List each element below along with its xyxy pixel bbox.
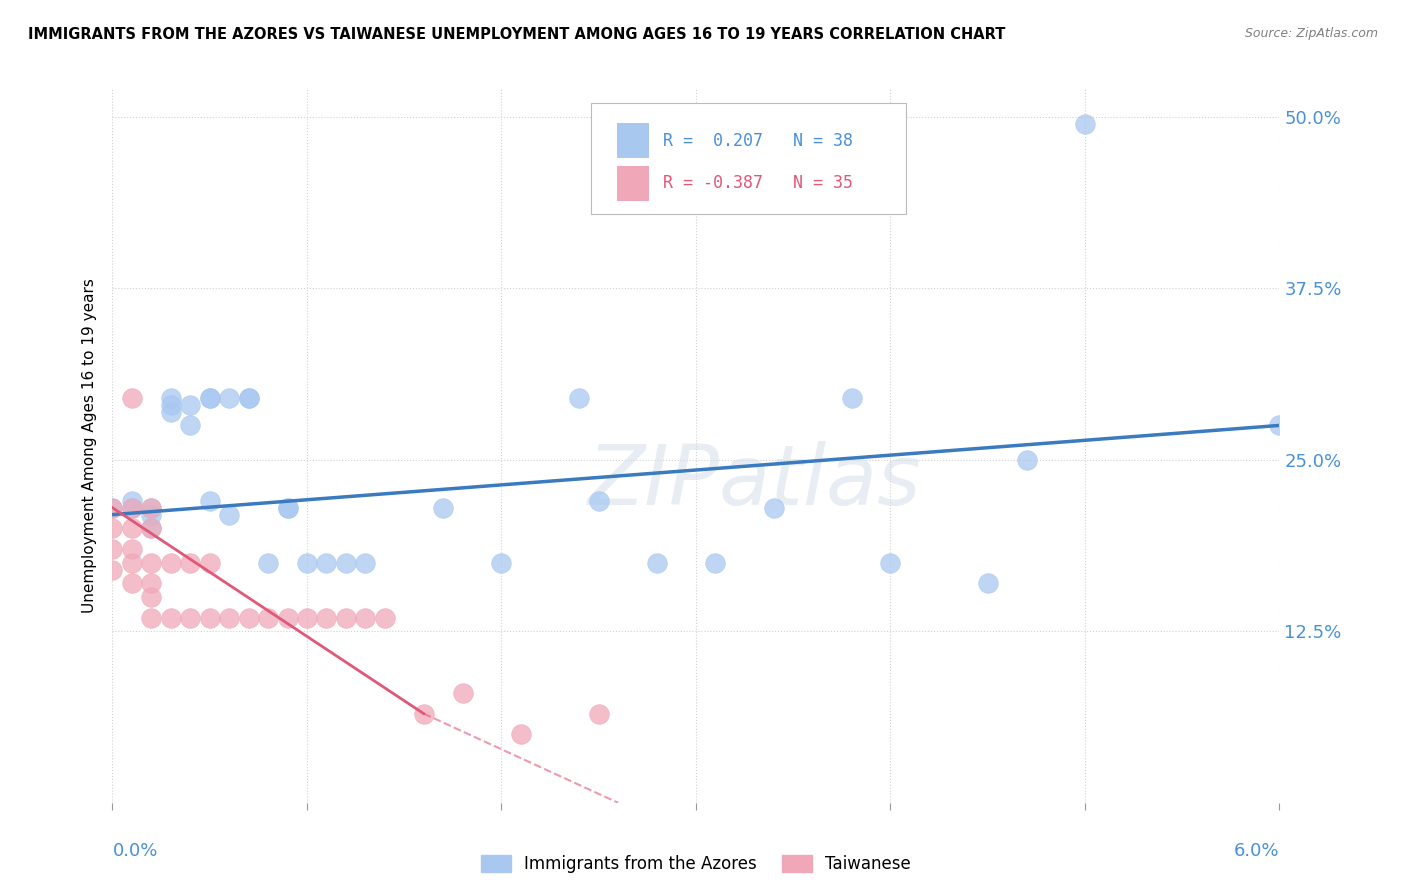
Text: Source: ZipAtlas.com: Source: ZipAtlas.com — [1244, 27, 1378, 40]
Point — [179, 610, 201, 624]
Legend: Immigrants from the Azores, Taiwanese: Immigrants from the Azores, Taiwanese — [474, 848, 918, 880]
Point — [218, 508, 240, 522]
Point — [121, 521, 143, 535]
Text: R = -0.387   N = 35: R = -0.387 N = 35 — [664, 175, 853, 193]
Point — [568, 391, 591, 405]
Point — [238, 391, 260, 405]
Point — [762, 500, 785, 515]
Point — [141, 521, 163, 535]
Point — [509, 727, 531, 741]
Point — [160, 610, 183, 624]
Point — [141, 590, 163, 604]
Point — [295, 610, 318, 624]
Point — [121, 391, 143, 405]
Point — [354, 556, 377, 570]
Point — [141, 508, 163, 522]
Point — [160, 398, 183, 412]
Point — [198, 391, 221, 405]
Text: 0.0%: 0.0% — [112, 842, 157, 860]
Point — [101, 521, 124, 535]
Point — [121, 541, 143, 556]
Point — [1015, 452, 1038, 467]
Point — [141, 500, 163, 515]
Point — [335, 610, 357, 624]
Point — [238, 610, 260, 624]
Point — [198, 556, 221, 570]
Point — [354, 610, 377, 624]
Point — [101, 562, 124, 576]
Point — [412, 706, 434, 721]
Point — [198, 494, 221, 508]
Point — [121, 500, 143, 515]
Point — [588, 706, 610, 721]
Point — [198, 610, 221, 624]
Point — [101, 541, 124, 556]
Point — [257, 610, 280, 624]
Point — [121, 500, 143, 515]
Point — [160, 391, 183, 405]
Point — [218, 391, 240, 405]
Point — [257, 556, 280, 570]
Point — [141, 521, 163, 535]
Point — [841, 391, 863, 405]
Point — [374, 610, 396, 624]
Text: ZIPatlas: ZIPatlas — [588, 442, 921, 522]
Point — [451, 686, 474, 700]
Point — [491, 556, 513, 570]
Point — [1268, 418, 1291, 433]
Point — [198, 391, 221, 405]
Y-axis label: Unemployment Among Ages 16 to 19 years: Unemployment Among Ages 16 to 19 years — [82, 278, 97, 614]
Point — [179, 398, 201, 412]
Point — [588, 494, 610, 508]
Point — [101, 500, 124, 515]
Point — [976, 576, 998, 591]
Text: R =  0.207   N = 38: R = 0.207 N = 38 — [664, 132, 853, 150]
Point — [141, 576, 163, 591]
Point — [141, 500, 163, 515]
Point — [218, 610, 240, 624]
Point — [315, 610, 337, 624]
Point — [1074, 116, 1097, 130]
Point — [432, 500, 454, 515]
Point — [238, 391, 260, 405]
Point — [121, 494, 143, 508]
Point — [179, 418, 201, 433]
Point — [121, 576, 143, 591]
Point — [276, 500, 298, 515]
FancyBboxPatch shape — [617, 123, 650, 158]
Point — [879, 556, 901, 570]
FancyBboxPatch shape — [617, 166, 650, 201]
Point — [101, 500, 124, 515]
Point — [141, 556, 163, 570]
FancyBboxPatch shape — [591, 103, 905, 214]
Point — [295, 556, 318, 570]
Point — [335, 556, 357, 570]
Point — [315, 556, 337, 570]
Point — [645, 556, 668, 570]
Text: IMMIGRANTS FROM THE AZORES VS TAIWANESE UNEMPLOYMENT AMONG AGES 16 TO 19 YEARS C: IMMIGRANTS FROM THE AZORES VS TAIWANESE … — [28, 27, 1005, 42]
Point — [160, 556, 183, 570]
Point — [179, 556, 201, 570]
Text: 6.0%: 6.0% — [1234, 842, 1279, 860]
Point — [704, 556, 727, 570]
Point — [141, 610, 163, 624]
Point — [160, 405, 183, 419]
Point — [276, 610, 298, 624]
Point — [121, 556, 143, 570]
Point — [276, 500, 298, 515]
